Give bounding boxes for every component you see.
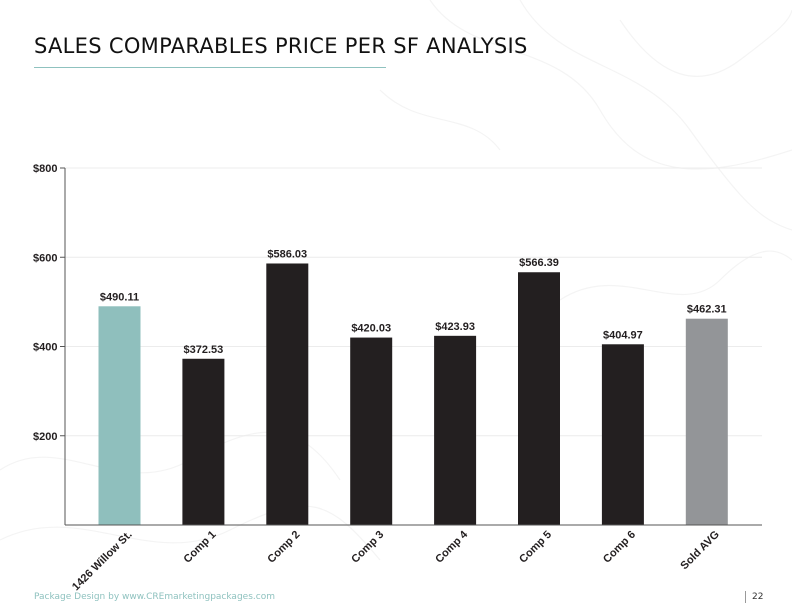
bar-2 (182, 358, 225, 525)
bar-8 (685, 318, 728, 525)
y-tick-label: $400 (33, 342, 57, 354)
x-category-label: Comp 5 (517, 529, 554, 566)
x-category-label: Comp 1 (182, 529, 219, 566)
x-category-label: Comp 2 (265, 529, 302, 566)
bar-value-labels: $490.11 $372.53 $586.03 $420.03 $423.93 $566.… (100, 248, 727, 355)
footer-credit: Package Design by www.CREmarketingpackag… (34, 592, 275, 602)
y-tick-label: $600 (33, 252, 57, 264)
y-tick-label: $800 (33, 163, 57, 175)
bar-value-label: $372.53 (184, 344, 224, 356)
bar-value-label: $462.31 (687, 304, 727, 316)
bar-value-label: $566.39 (519, 257, 559, 269)
bar-4 (350, 337, 393, 525)
bar-6 (518, 272, 560, 525)
bars (98, 263, 728, 525)
bar-7 (601, 344, 644, 525)
bar-value-label: $404.97 (603, 329, 643, 341)
x-category-label: Comp 4 (433, 528, 471, 566)
x-axis-category-labels: 1426 Willow St. Comp 1 Comp 2 Comp 3 Comp 4 C… (70, 528, 722, 593)
x-category-label: Sold AVG (678, 529, 721, 572)
bar-value-label: $423.93 (435, 321, 475, 333)
bar-value-label: $490.11 (100, 291, 139, 303)
y-axis-tick-labels: $200 $400 $600 $800 (33, 163, 65, 443)
bar-value-label: $586.03 (267, 248, 307, 260)
x-category-label: Comp 6 (601, 529, 638, 566)
grid-lines (65, 167, 762, 437)
bar-5 (434, 335, 477, 525)
title-divider (34, 67, 386, 68)
bar-value-label: $420.03 (351, 323, 391, 335)
x-category-label: 1426 Willow St. (70, 529, 135, 594)
footer-divider (745, 591, 746, 603)
bar-3 (266, 263, 309, 525)
page-title: SALES COMPARABLES PRICE PER SF ANALYSIS (34, 34, 528, 58)
bar-1 (98, 306, 141, 525)
y-tick-label: $200 (33, 431, 57, 443)
x-category-label: Comp 3 (349, 529, 386, 566)
page-number: 22 (752, 592, 764, 602)
